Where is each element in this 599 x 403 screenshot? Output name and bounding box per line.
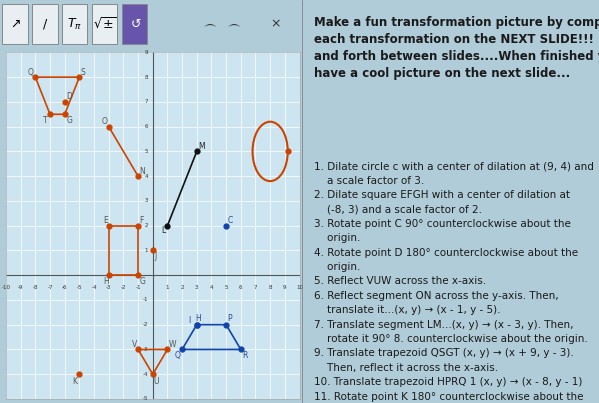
FancyBboxPatch shape (92, 4, 117, 44)
Text: 5: 5 (145, 149, 149, 154)
Text: W: W (169, 340, 176, 349)
Text: -3: -3 (106, 285, 111, 290)
Text: Make a fun transformation picture by completing
each transformation on the NEXT : Make a fun transformation picture by com… (314, 16, 599, 80)
Text: -5: -5 (77, 285, 82, 290)
Text: 1: 1 (166, 285, 169, 290)
Text: 5: 5 (225, 285, 228, 290)
Text: 2: 2 (145, 223, 149, 228)
Text: 1. Dilate circle c with a center of dilation at (9, 4) and
    a scale factor of: 1. Dilate circle c with a center of dila… (314, 161, 594, 403)
Text: $\nearrow$: $\nearrow$ (8, 18, 22, 31)
Text: 4: 4 (145, 174, 149, 179)
Text: -1: -1 (135, 285, 141, 290)
Text: G: G (140, 277, 146, 286)
Text: 9: 9 (283, 285, 286, 290)
Text: 6: 6 (145, 124, 149, 129)
Text: $\circlearrowleft$: $\circlearrowleft$ (128, 18, 142, 31)
Text: 1: 1 (145, 248, 149, 253)
FancyBboxPatch shape (2, 4, 28, 44)
Text: U: U (153, 377, 159, 386)
Text: 6: 6 (239, 285, 243, 290)
Text: K: K (72, 377, 77, 386)
Text: 7: 7 (145, 100, 149, 104)
Text: 7: 7 (254, 285, 257, 290)
Text: C: C (228, 216, 233, 225)
Text: F: F (140, 216, 144, 225)
FancyBboxPatch shape (122, 4, 147, 44)
Text: $\frown$: $\frown$ (201, 18, 218, 31)
Text: S: S (81, 68, 86, 77)
Text: -8: -8 (32, 285, 38, 290)
Text: R: R (242, 351, 247, 360)
Text: $T_{\pi}$: $T_{\pi}$ (67, 17, 83, 32)
Text: G: G (66, 116, 72, 125)
Text: $\frown$: $\frown$ (225, 18, 242, 31)
Text: $/$: $/$ (42, 17, 48, 31)
Text: M: M (198, 142, 205, 151)
Text: T: T (43, 116, 47, 125)
Text: E: E (103, 216, 108, 225)
Text: -1: -1 (143, 297, 149, 302)
Text: P: P (228, 314, 232, 323)
Text: 3: 3 (195, 285, 198, 290)
Text: -4: -4 (91, 285, 97, 290)
Text: 4: 4 (210, 285, 213, 290)
Text: -3: -3 (143, 347, 149, 352)
Text: 8: 8 (145, 75, 149, 80)
Text: -2: -2 (143, 322, 149, 327)
Text: -10: -10 (1, 285, 11, 290)
Text: -6: -6 (62, 285, 68, 290)
Text: V: V (132, 340, 137, 349)
Text: N: N (140, 167, 146, 176)
Text: 10: 10 (296, 285, 303, 290)
Text: O: O (101, 117, 107, 126)
Text: Q: Q (28, 68, 34, 77)
Text: -9: -9 (18, 285, 23, 290)
Text: 8: 8 (268, 285, 272, 290)
Text: 3: 3 (145, 198, 149, 204)
Text: -2: -2 (120, 285, 126, 290)
Text: D: D (66, 92, 72, 102)
Text: L: L (162, 226, 166, 235)
Text: Q: Q (175, 351, 181, 360)
Text: 9: 9 (145, 50, 149, 55)
Text: -5: -5 (143, 397, 149, 401)
Text: J: J (154, 252, 156, 261)
Text: I: I (189, 316, 191, 326)
Text: $\sqrt{\pm}$: $\sqrt{\pm}$ (93, 17, 117, 32)
Text: H: H (195, 314, 201, 323)
FancyBboxPatch shape (32, 4, 58, 44)
Text: 2: 2 (180, 285, 184, 290)
Text: -4: -4 (143, 372, 149, 377)
Text: $\times$: $\times$ (270, 18, 281, 31)
FancyBboxPatch shape (62, 4, 87, 44)
Text: H: H (103, 277, 108, 286)
Text: -7: -7 (47, 285, 53, 290)
